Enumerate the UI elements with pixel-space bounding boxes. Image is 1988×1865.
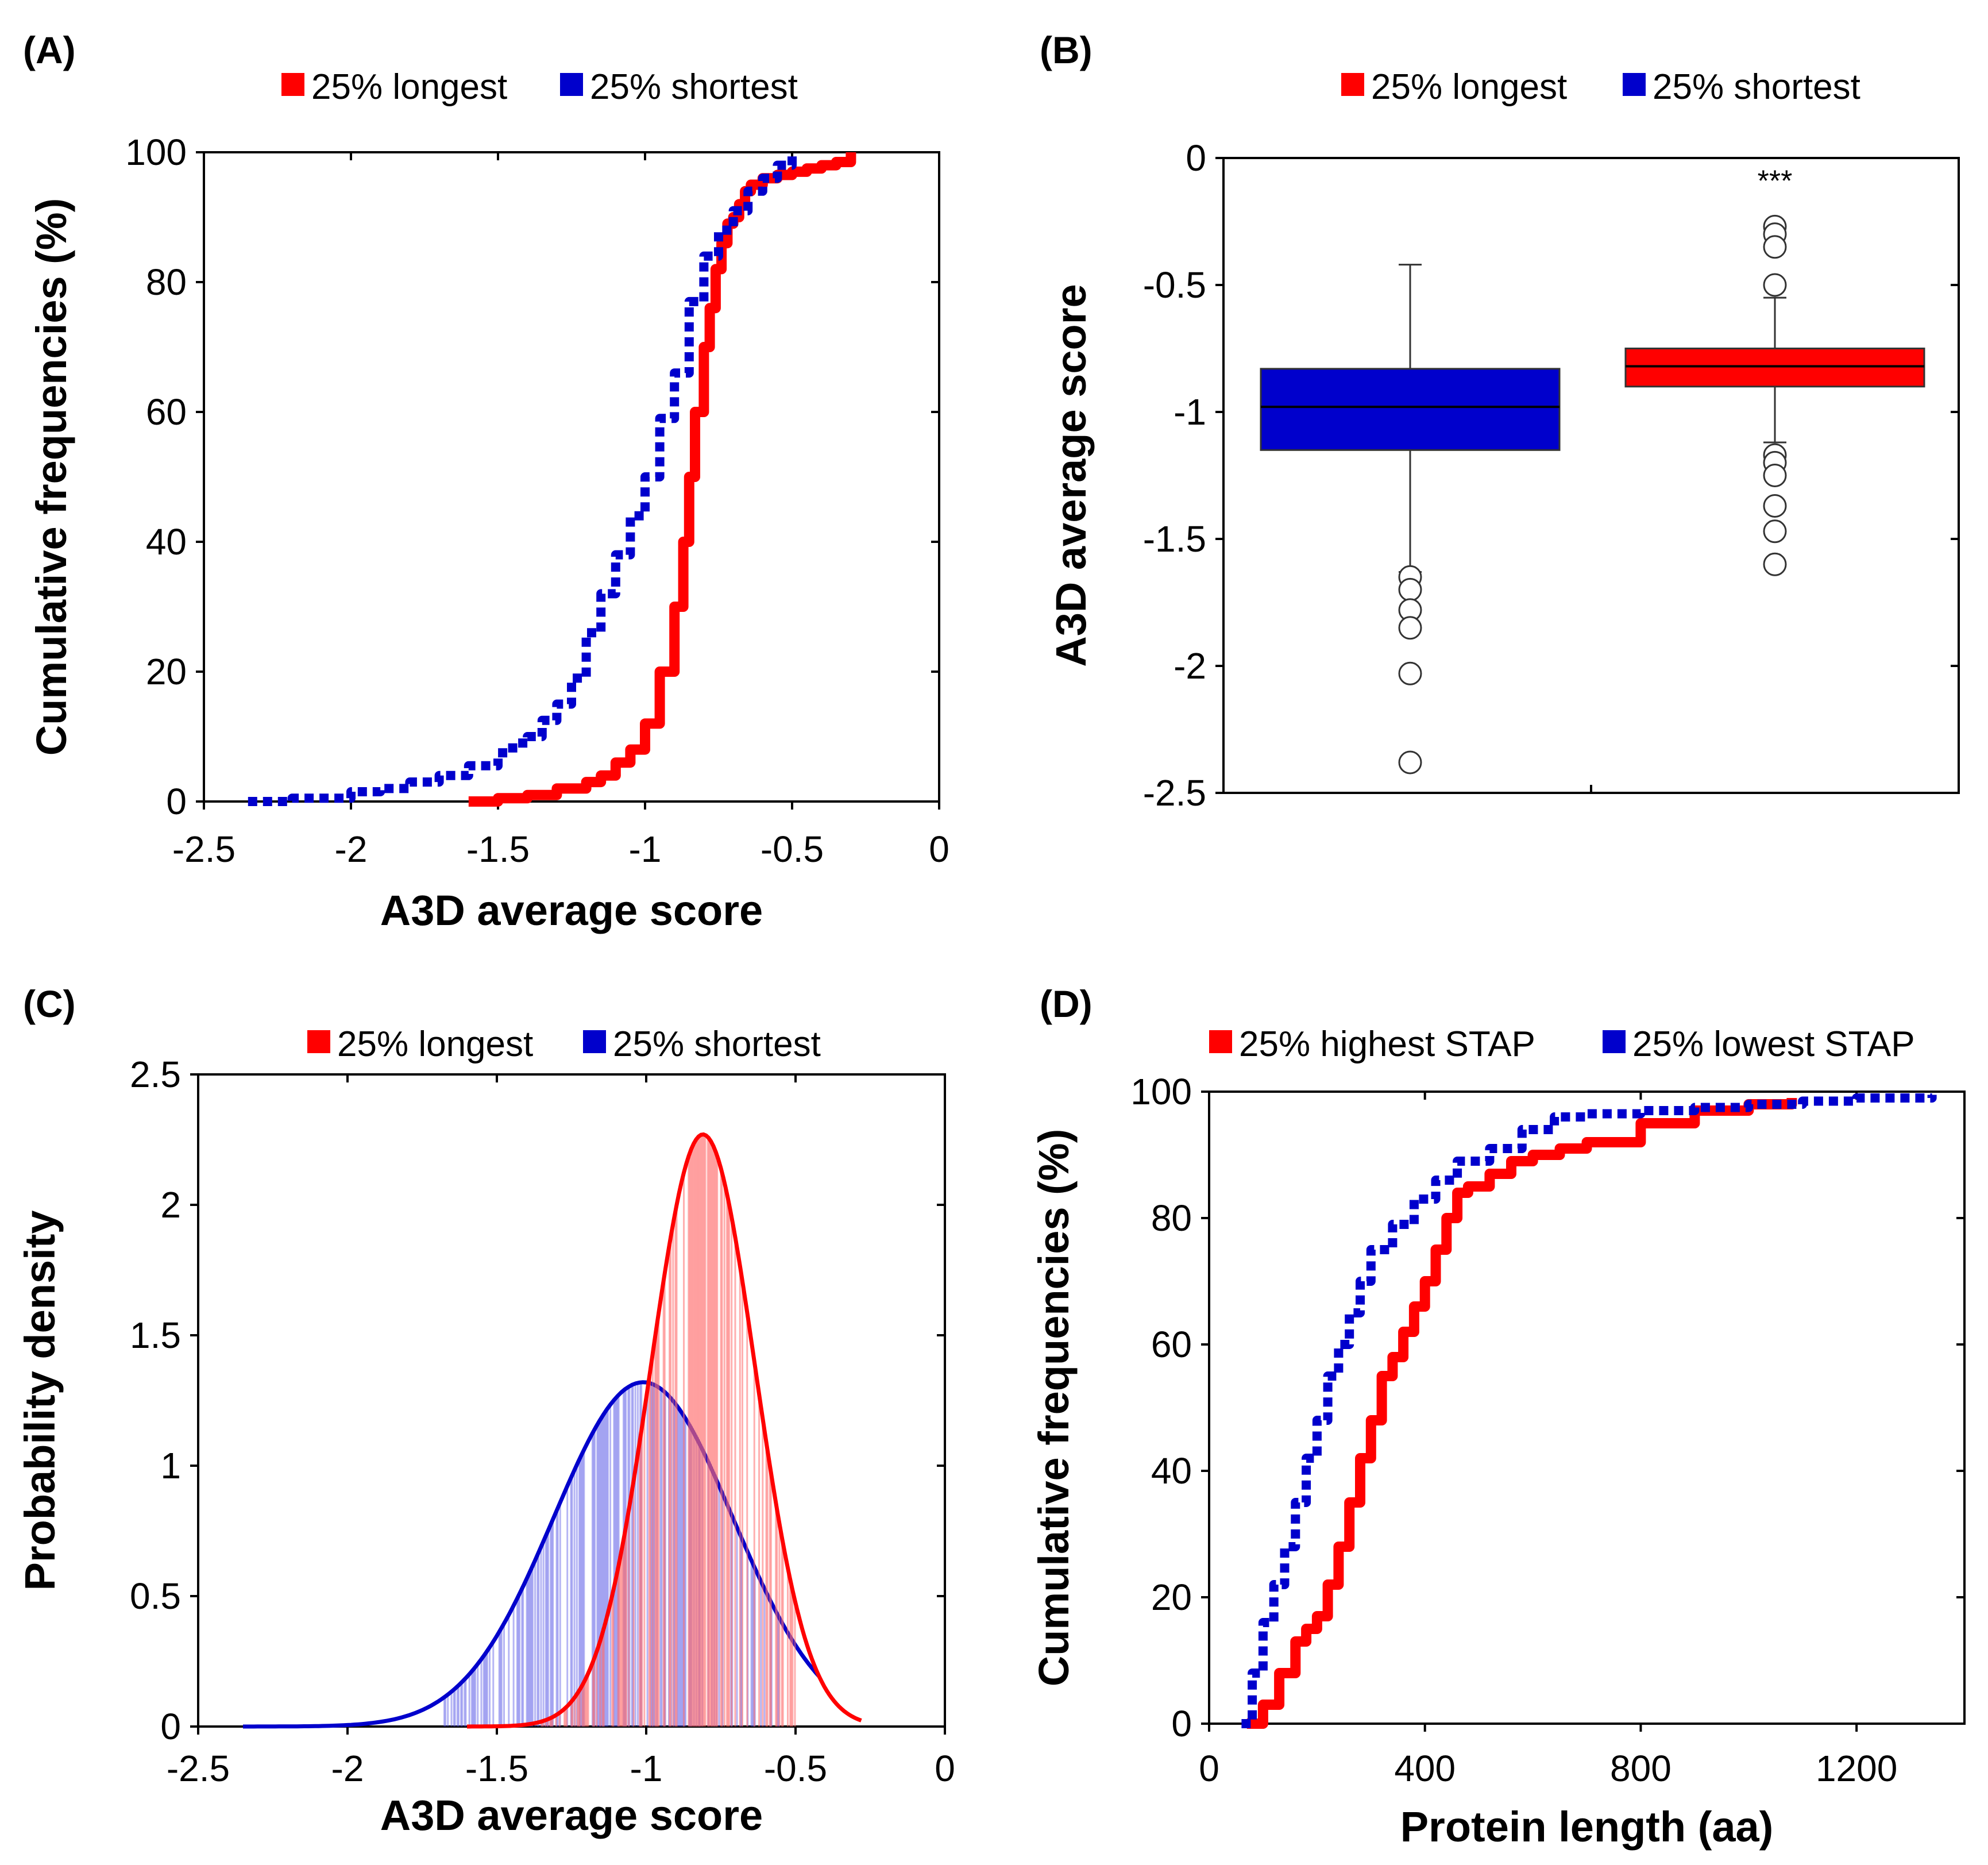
panel-c: (C) 25% longest 25% shortest 0 0.5 1 1.5 2 2.5 -2…	[16, 982, 955, 1839]
x-tick-label: -0.5	[764, 1748, 827, 1789]
outlier-point	[1398, 750, 1422, 774]
x-tick-label: 800	[1610, 1748, 1672, 1789]
density-curve	[467, 1132, 862, 1729]
legend-label: 25% longest	[1371, 67, 1567, 107]
outlier-point	[1763, 235, 1787, 259]
legend-label: 25% highest STAP	[1239, 1024, 1535, 1064]
x-tick-label: 0	[1199, 1748, 1219, 1789]
x-tick-label: -2.5	[172, 829, 236, 870]
outlier-point	[1398, 616, 1422, 640]
density-curve	[243, 1380, 821, 1729]
panel-label: (C)	[23, 982, 76, 1025]
legend-label: 25% shortest	[1653, 67, 1860, 107]
x-tick-label: -0.5	[761, 829, 824, 870]
y-tick-label: 2	[160, 1184, 181, 1226]
y-tick-label: 0	[1171, 1703, 1192, 1744]
x-tick-label: 0	[929, 829, 949, 870]
x-tick-label: -2	[335, 829, 368, 870]
series-line	[248, 152, 797, 806]
x-tick-label: 0	[935, 1748, 955, 1789]
panel-d: (D) 25% highest STAP 25% lowest STAP 0 20 40 6…	[1030, 982, 1966, 1851]
legend-swatch	[1623, 73, 1646, 96]
x-axis-title: A3D average score	[380, 887, 763, 934]
legend-swatch	[281, 73, 304, 96]
x-tick-label: -2.5	[167, 1748, 230, 1789]
series-line	[468, 152, 856, 807]
series-line	[1241, 1093, 1937, 1728]
y-tick-label: 0	[1186, 137, 1206, 179]
x-tick-label: 1200	[1816, 1748, 1897, 1789]
outlier-point	[1763, 273, 1787, 297]
x-axis-title: Protein length (aa)	[1400, 1803, 1774, 1851]
y-tick-label: -1.5	[1143, 518, 1206, 560]
panel-label: (D)	[1040, 982, 1093, 1025]
panel-label: (B)	[1040, 29, 1093, 71]
y-tick-label: 1.5	[130, 1315, 181, 1356]
y-tick-label: -0.5	[1143, 264, 1206, 306]
y-tick-label: 60	[1151, 1324, 1192, 1365]
y-axis-title: Probability density	[16, 1210, 64, 1590]
legend-swatch	[1341, 73, 1364, 96]
y-tick-label: 1	[160, 1445, 181, 1486]
outlier-point	[1763, 552, 1787, 576]
panel-label: (A)	[23, 29, 76, 71]
x-tick-label: -1.5	[466, 829, 530, 870]
x-tick-label: -2	[331, 1748, 364, 1789]
y-tick-label: -1	[1174, 391, 1206, 433]
y-tick-label: -2.5	[1143, 772, 1206, 814]
x-tick-label: -1	[629, 829, 662, 870]
x-tick-label: -1.5	[465, 1748, 528, 1789]
panel-b: (B) 25% longest 25% shortest 0 -0.5 -1 -1.5 -2 -…	[1040, 29, 1960, 814]
y-tick-label: 40	[1151, 1450, 1192, 1492]
plot-frame	[1208, 1091, 1966, 1725]
outlier-point	[1763, 519, 1787, 544]
plot-frame	[203, 151, 940, 803]
series-line	[1246, 1098, 1797, 1729]
y-tick-label: 100	[125, 132, 187, 173]
outlier-point	[1398, 577, 1422, 602]
y-tick-label: 100	[1130, 1071, 1192, 1112]
y-tick-label: 20	[146, 651, 187, 692]
panel-a: (A) 25% longest 25% shortest 0 20 40 60 80 100 -2…	[23, 29, 949, 934]
y-tick-label: -2	[1174, 645, 1206, 687]
box-body	[1624, 348, 1925, 388]
significance-annotation: ***	[1758, 164, 1793, 198]
y-tick-label: 0.5	[130, 1575, 181, 1617]
legend-label: 25% longest	[311, 67, 507, 107]
legend-swatch	[1209, 1030, 1232, 1053]
y-axis-title: A3D average score	[1047, 284, 1095, 666]
x-tick-label: 400	[1394, 1748, 1456, 1789]
y-axis-title: Cumulative frequencies (%)	[1030, 1129, 1078, 1686]
legend-swatch	[560, 73, 583, 96]
legend-swatch	[307, 1030, 330, 1053]
y-axis-title: Cumulative frequencies (%)	[28, 198, 75, 756]
outlier-point	[1763, 464, 1787, 487]
outlier-point	[1763, 494, 1787, 518]
outlier-point	[1398, 661, 1422, 685]
legend-label: 25% lowest STAP	[1632, 1024, 1915, 1064]
y-tick-label: 20	[1151, 1577, 1192, 1618]
y-tick-label: 0	[160, 1706, 181, 1747]
legend-label: 25% longest	[337, 1024, 533, 1064]
legend-label: 25% shortest	[613, 1024, 821, 1064]
y-tick-label: 40	[146, 521, 187, 562]
x-tick-label: -1	[630, 1748, 663, 1789]
legend-swatch	[1603, 1030, 1626, 1053]
box-body	[1260, 368, 1561, 451]
plot-frame	[1222, 157, 1960, 794]
x-axis-title: A3D average score	[380, 1791, 763, 1839]
y-tick-label: 80	[146, 261, 187, 303]
y-tick-label: 0	[166, 781, 187, 822]
y-tick-label: 80	[1151, 1197, 1192, 1239]
legend-swatch	[583, 1030, 606, 1053]
legend-label: 25% shortest	[590, 67, 798, 107]
y-tick-label: 60	[146, 391, 187, 433]
y-tick-label: 2.5	[130, 1054, 181, 1095]
